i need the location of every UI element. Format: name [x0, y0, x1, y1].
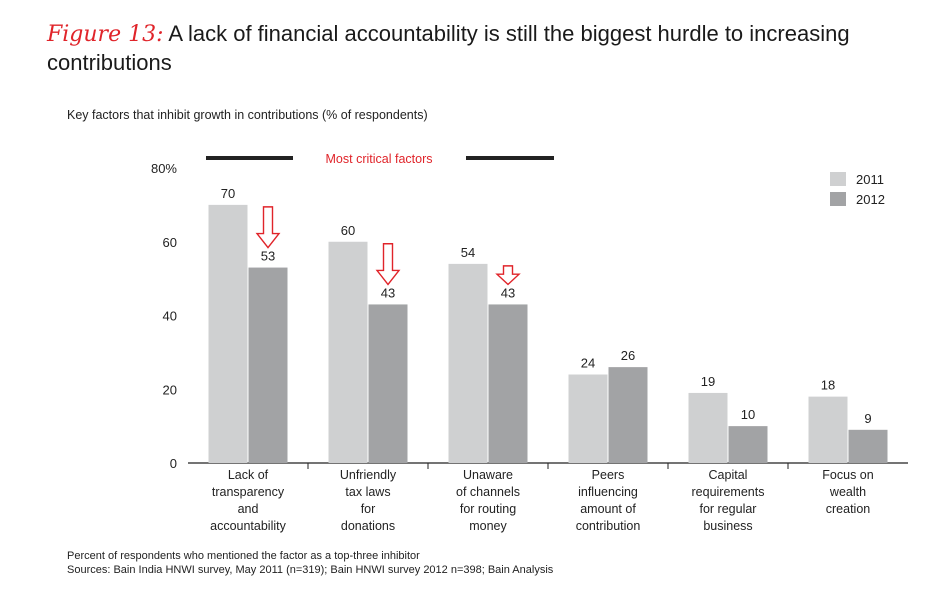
decline-arrow-icon — [255, 206, 281, 249]
y-tick-label: 20 — [163, 382, 177, 397]
bar-2012 — [368, 304, 408, 463]
figure-title: Figure 13: A lack of financial accountab… — [47, 20, 927, 77]
legend-swatch-2011 — [830, 172, 846, 186]
x-category-label: Capital — [709, 468, 748, 482]
bar-2011 — [568, 374, 608, 463]
y-tick-label: 0 — [170, 456, 177, 471]
x-category-label: amount of — [580, 502, 636, 516]
chart-subtitle: Key factors that inhibit growth in contr… — [67, 108, 428, 122]
x-category-label: accountability — [210, 519, 286, 533]
bar-2012 — [488, 304, 528, 463]
x-category-label: business — [703, 519, 752, 533]
x-category-label: of channels — [456, 485, 520, 499]
data-label: 19 — [701, 374, 715, 389]
x-category-label: Unfriendly — [340, 468, 397, 482]
footnote-1: Percent of respondents who mentioned the… — [67, 550, 420, 562]
x-category-label: transparency — [212, 485, 285, 499]
y-tick-label: 40 — [163, 309, 177, 324]
bar-2011 — [808, 396, 848, 463]
data-label: 10 — [741, 407, 755, 422]
footnote-2: Sources: Bain India HNWI survey, May 201… — [67, 564, 554, 576]
legend-label: 2011 — [856, 172, 884, 187]
x-category-label: donations — [341, 519, 395, 533]
data-label: 60 — [341, 223, 355, 238]
x-category-label: for routing — [460, 502, 516, 516]
legend-label: 2012 — [856, 192, 885, 207]
figure-title-text: A lack of financial accountability is st… — [47, 21, 850, 75]
figure-label: Figure 13: — [47, 22, 164, 47]
x-category-label: Unaware — [463, 468, 513, 482]
bar-2012 — [608, 367, 648, 463]
data-label: 70 — [221, 186, 235, 201]
bar-2011 — [208, 204, 248, 463]
decline-arrow-icon — [375, 243, 401, 286]
x-category-label: Lack of — [228, 468, 269, 482]
data-label: 9 — [864, 411, 871, 426]
data-label: 24 — [581, 356, 595, 371]
x-category-label: tax laws — [345, 485, 390, 499]
bar-2012 — [728, 426, 768, 463]
x-category-label: requirements — [692, 485, 765, 499]
x-category-label: creation — [826, 502, 871, 516]
x-category-label: money — [469, 519, 507, 533]
data-label: 53 — [261, 249, 275, 264]
x-category-label: influencing — [578, 485, 638, 499]
x-category-label: contribution — [576, 519, 641, 533]
data-label: 43 — [381, 285, 395, 300]
legend-swatch-2012 — [830, 192, 846, 206]
bar-2011 — [688, 392, 728, 463]
x-category-label: for regular — [700, 502, 757, 516]
decline-arrow-icon — [495, 265, 521, 286]
footnotes: Percent of respondents who mentioned the… — [67, 549, 553, 577]
x-category-label: for — [361, 502, 376, 516]
bar-2011 — [328, 241, 368, 463]
bar-2012 — [248, 267, 288, 463]
data-label: 18 — [821, 378, 835, 393]
bar-2011 — [448, 263, 488, 463]
data-label: 43 — [501, 285, 515, 300]
data-label: 26 — [621, 348, 635, 363]
critical-factors-annotation: Most critical factors — [326, 152, 433, 166]
y-tick-label: 60 — [163, 235, 177, 250]
x-category-label: Focus on — [822, 468, 873, 482]
y-tick-label: 80% — [151, 161, 177, 176]
x-category-label: wealth — [829, 485, 866, 499]
x-category-label: and — [238, 502, 259, 516]
bar-2012 — [848, 429, 888, 463]
data-label: 54 — [461, 245, 475, 260]
x-category-label: Peers — [592, 468, 625, 482]
